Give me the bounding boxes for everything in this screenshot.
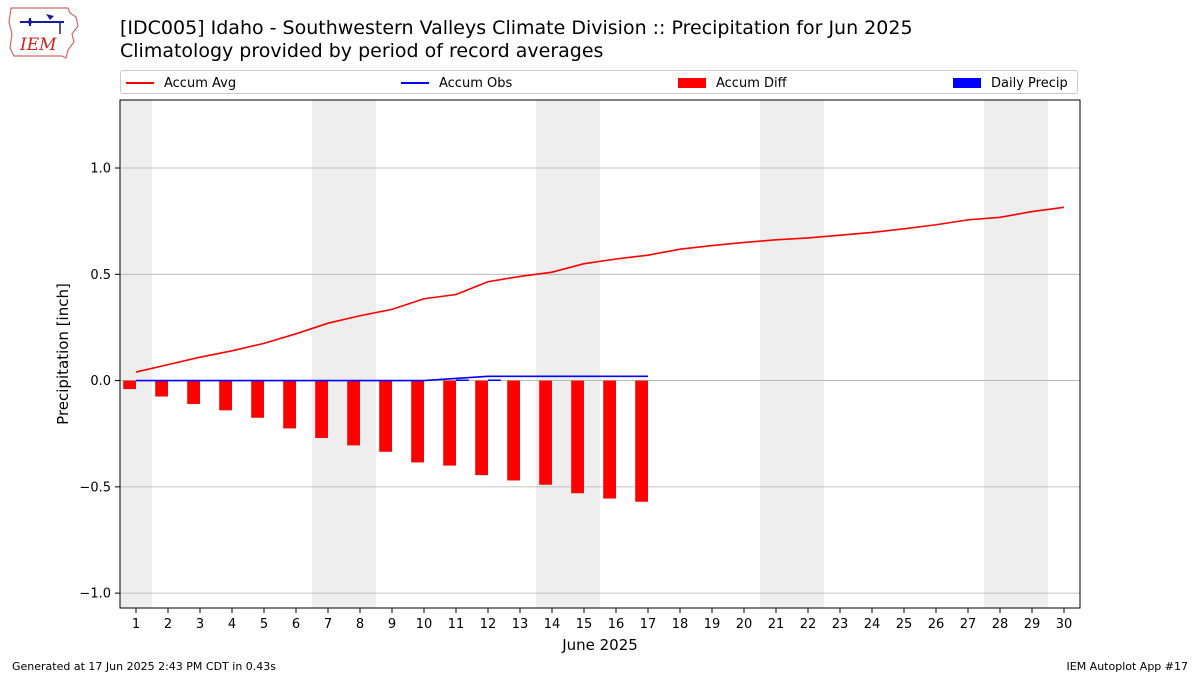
- accum-diff-bar-6: [283, 380, 296, 429]
- app-credit: IEM Autoplot App #17: [1066, 660, 1189, 673]
- x-tick-label: 27: [960, 617, 977, 632]
- y-tick-label: −0.5: [79, 480, 111, 495]
- accum-diff-bar-4: [219, 380, 232, 411]
- legend-item-accum-diff: Accum Diff: [678, 74, 787, 92]
- x-tick-label: 19: [704, 617, 721, 632]
- accum-diff-bar-3: [187, 380, 200, 404]
- y-tick-label: 1.0: [90, 162, 111, 177]
- x-tick-label: 14: [544, 617, 561, 632]
- accum-diff-bar-13: [507, 380, 520, 481]
- legend-item-accum-obs: Accum Obs: [401, 74, 512, 92]
- legend-swatch: [126, 82, 154, 84]
- chart-legend: Accum Avg Accum Obs Accum Diff Daily Precip: [120, 70, 1078, 94]
- generated-timestamp: Generated at 17 Jun 2025 2:43 PM CDT in …: [12, 660, 277, 673]
- iem-logo: IEM: [8, 7, 79, 59]
- weekend-band-3: [536, 100, 600, 608]
- legend-label: Accum Avg: [164, 75, 237, 91]
- x-tick-label: 2: [164, 617, 172, 632]
- x-tick-label: 26: [928, 617, 945, 632]
- legend-swatch: [953, 78, 981, 88]
- x-tick-label: 30: [1056, 617, 1073, 632]
- y-tick-label: −1.0: [79, 587, 111, 602]
- y-axis-label: Precipitation [inch]: [54, 283, 72, 425]
- x-tick-label: 5: [260, 617, 268, 632]
- x-tick-label: 6: [292, 617, 300, 632]
- y-tick-label: 0.5: [90, 268, 111, 283]
- accum-obs-line: [136, 375, 648, 382]
- accum-diff-bar-7: [315, 380, 328, 438]
- legend-swatch: [678, 78, 706, 88]
- x-tick-label: 10: [416, 617, 433, 632]
- weekend-band-4: [760, 100, 824, 608]
- accum-diff-bar-5: [251, 380, 264, 418]
- x-tick-label: 28: [992, 617, 1009, 632]
- accum-diff-bar-2: [155, 380, 168, 397]
- chart-subtitle: Climatology provided by period of record…: [120, 40, 604, 62]
- x-tick-label: 16: [608, 617, 625, 632]
- weekend-band-2: [312, 100, 376, 608]
- x-tick-label: 17: [640, 617, 657, 632]
- x-tick-label: 9: [388, 617, 396, 632]
- legend-item-daily-precip: Daily Precip: [953, 74, 1068, 92]
- x-tick-label: 11: [448, 617, 465, 632]
- y-tick-label: 0.0: [90, 374, 111, 389]
- legend-label: Accum Obs: [439, 75, 513, 91]
- accum-diff-bar-17: [635, 380, 648, 502]
- x-tick-label: 24: [864, 617, 881, 632]
- legend-label: Daily Precip: [991, 75, 1068, 91]
- accum-diff-bar-8: [347, 380, 360, 446]
- daily-precip-bar-12: [488, 379, 501, 382]
- x-tick-label: 3: [196, 617, 204, 632]
- legend-item-accum-avg: Accum Avg: [126, 74, 236, 92]
- x-tick-label: 25: [896, 617, 913, 632]
- accum-diff-bar-15: [571, 380, 584, 494]
- x-axis-label: June 2025: [561, 636, 638, 654]
- x-tick-label: 7: [324, 617, 332, 632]
- weekend-band-1: [120, 100, 152, 608]
- x-tick-label: 29: [1024, 617, 1041, 632]
- plot-frame: [119, 99, 1081, 609]
- iowa-outline-icon: [8, 7, 79, 59]
- x-tick-label: 8: [356, 617, 364, 632]
- x-tick-label: 18: [672, 617, 689, 632]
- x-tick-label: 4: [228, 617, 236, 632]
- accum-diff-bar-14: [539, 380, 552, 485]
- accum-diff-bar-12: [475, 380, 488, 476]
- chart-title: [IDC005] Idaho - Southwestern Valleys Cl…: [120, 17, 913, 39]
- accum-diff-bar-16: [603, 380, 616, 499]
- daily-precip-bar-11: [456, 379, 469, 382]
- x-tick-label: 23: [832, 617, 849, 632]
- x-tick-label: 13: [512, 617, 529, 632]
- accum-diff-bar-9: [379, 380, 392, 452]
- x-tick-label: 20: [736, 617, 753, 632]
- legend-swatch: [401, 82, 429, 84]
- accum-diff-bar-10: [411, 380, 424, 463]
- accum-diff-bar-1: [123, 380, 136, 390]
- x-tick-label: 21: [768, 617, 785, 632]
- x-tick-label: 22: [800, 617, 817, 632]
- x-tick-label: 12: [480, 617, 497, 632]
- legend-label: Accum Diff: [716, 75, 787, 91]
- x-tick-label: 1: [132, 617, 140, 632]
- accum-diff-bar-11: [443, 380, 456, 466]
- weekend-band-5: [984, 100, 1048, 608]
- accum-avg-line: [135, 206, 1065, 373]
- x-tick-label: 15: [576, 617, 593, 632]
- iem-logo-text: IEM: [19, 35, 57, 55]
